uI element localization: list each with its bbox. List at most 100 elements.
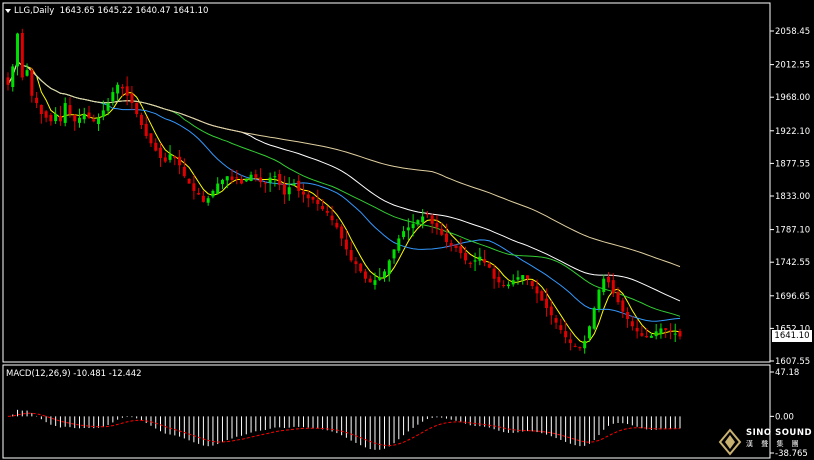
candle-body	[197, 192, 201, 195]
candle-body	[77, 117, 81, 123]
y-tick-label: 2058.45	[775, 27, 810, 37]
candle-body	[106, 103, 110, 111]
candle-body	[602, 278, 606, 293]
macd-title: MACD(12,26,9) -10.481 -12.442	[6, 369, 142, 379]
candle-body	[587, 326, 591, 339]
ma-white-line	[7, 60, 681, 302]
candle-body	[244, 179, 248, 182]
candle-body	[383, 271, 387, 278]
candle-body	[673, 333, 677, 335]
candle-body	[578, 347, 582, 349]
candle-body	[211, 190, 215, 197]
candle-body	[39, 104, 43, 115]
candle-body	[292, 183, 296, 186]
candle-body	[20, 33, 24, 78]
candle-body	[220, 179, 224, 185]
chart-frame	[2, 2, 771, 459]
candle-body	[201, 195, 205, 202]
candle-body	[521, 275, 525, 280]
candle-body	[392, 249, 396, 259]
candle-body	[559, 325, 563, 330]
candle-body	[273, 176, 277, 178]
symbol-label: LLG,Daily	[14, 6, 55, 16]
candle-body	[406, 227, 410, 231]
candle-body	[511, 280, 515, 285]
candle-body	[301, 191, 305, 195]
candle-body	[549, 306, 553, 316]
candle-body	[492, 268, 496, 279]
candle-body	[125, 86, 129, 96]
candle-body	[249, 174, 253, 182]
candle-body	[344, 239, 348, 250]
candle-body	[378, 277, 382, 280]
moving-averages	[7, 60, 681, 344]
candle-body	[340, 226, 344, 239]
candle-body	[230, 176, 234, 180]
candle-body	[111, 92, 115, 102]
candle-body	[478, 256, 482, 261]
chart-title: LLG,Daily 1643.65 1645.22 1640.47 1641.1…	[14, 6, 208, 16]
candle-body	[240, 179, 244, 184]
candle-body	[235, 177, 239, 179]
candle-body	[668, 330, 672, 332]
ma-green-line	[7, 60, 681, 317]
candle-body	[635, 327, 639, 332]
candle-body	[182, 166, 186, 177]
candle-body	[97, 117, 101, 124]
candle-body	[363, 271, 367, 279]
candle-body	[92, 119, 96, 122]
candle-body	[373, 280, 377, 285]
candle-body	[397, 238, 401, 251]
candle-body	[144, 123, 148, 136]
candle-body	[139, 114, 143, 126]
y-tick-label: 1833.00	[775, 192, 810, 202]
candle-body	[597, 289, 601, 309]
candles	[6, 28, 682, 354]
candle-body	[473, 260, 477, 262]
candle-body	[530, 281, 534, 287]
candle-body	[206, 198, 210, 203]
candle-body	[49, 115, 53, 122]
candle-body	[259, 177, 263, 183]
ma-yellow-line	[7, 60, 681, 344]
candle-body	[592, 307, 596, 329]
y-tick-label: 1696.65	[775, 292, 810, 302]
y-tick-label: 1922.10	[775, 127, 810, 137]
candle-body	[487, 264, 491, 268]
y-tick-label: 1787.10	[775, 226, 810, 236]
ma-tan-line	[7, 60, 681, 268]
ma-blue-line	[7, 60, 681, 322]
candle-body	[35, 97, 39, 104]
candle-body	[101, 110, 105, 117]
candle-body	[216, 183, 220, 194]
candle-body	[330, 215, 334, 221]
candle-body	[554, 318, 558, 323]
candle-body	[564, 331, 568, 338]
menu-triangle-icon[interactable]	[5, 9, 11, 13]
candle-body	[325, 210, 329, 213]
y-tick-label: 1652.10	[775, 324, 810, 334]
candle-body	[87, 112, 91, 118]
candle-body	[506, 284, 510, 287]
candle-body	[659, 328, 663, 335]
last-price-label: 1641.10	[772, 330, 812, 342]
candle-body	[616, 291, 620, 303]
candle-body	[58, 115, 62, 122]
candle-body	[621, 300, 625, 312]
candle-body	[464, 252, 468, 261]
candle-body	[583, 340, 587, 349]
candle-body	[387, 260, 391, 275]
candle-body	[607, 276, 611, 283]
candle-body	[483, 259, 487, 263]
candle-body	[268, 177, 272, 183]
candle-body	[173, 157, 177, 159]
macd-tick-label: 0.00	[775, 412, 794, 422]
candle-body	[545, 298, 549, 308]
candle-body	[497, 276, 501, 283]
candle-body	[263, 182, 267, 184]
candle-body	[297, 180, 301, 191]
candle-body	[135, 102, 139, 115]
candle-body	[16, 33, 20, 67]
y-tick-label: 1607.55	[775, 357, 810, 367]
candle-body	[154, 142, 158, 151]
